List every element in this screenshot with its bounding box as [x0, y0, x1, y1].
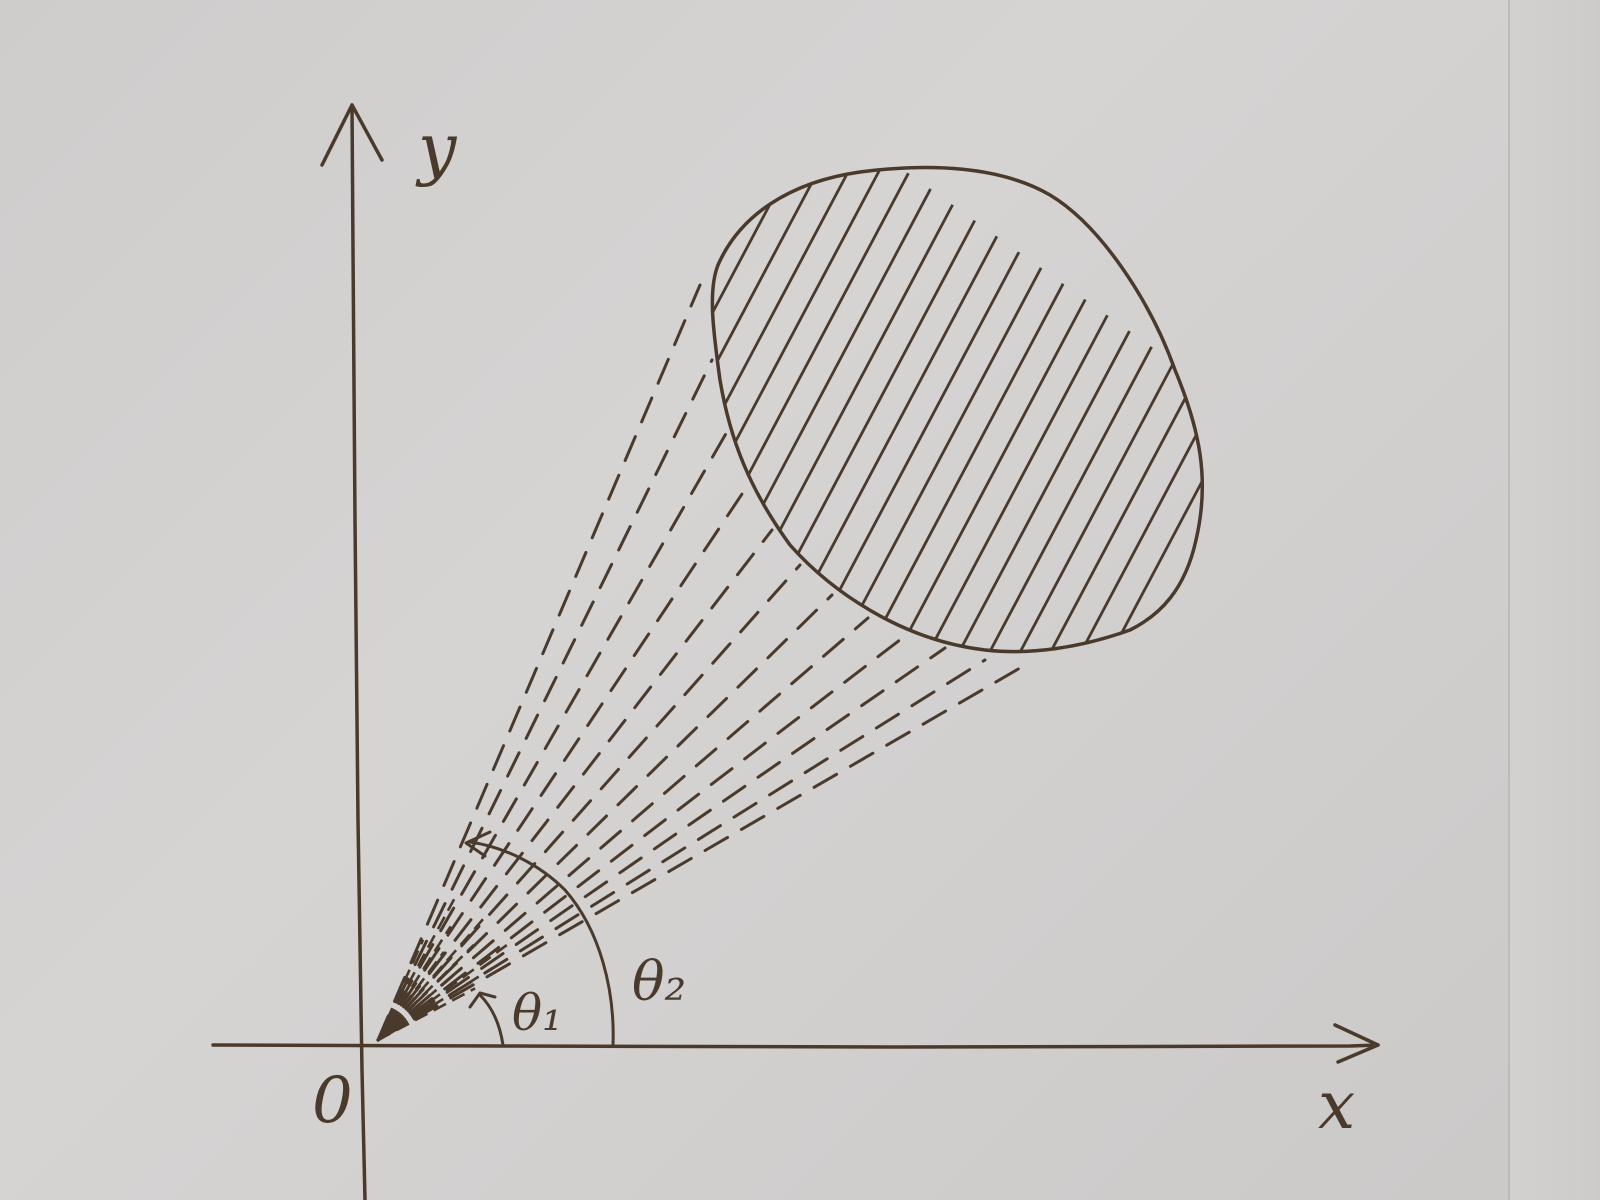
hatch-line [779, 267, 1043, 652]
dashed-ray [376, 634, 907, 1042]
region-boundary [710, 165, 1205, 654]
hatch-line [824, 298, 1087, 652]
theta1-arrowhead [468, 991, 497, 1009]
theta2-label: θ₂ [632, 950, 686, 1013]
dashed-ray [376, 428, 730, 1042]
fan-stroke [377, 918, 484, 1041]
hatch-line [757, 251, 1021, 652]
dashed-ray [376, 666, 1022, 1042]
fan-stroke [376, 898, 456, 1041]
hatch-line [846, 314, 1109, 652]
theta2-angle-arc [468, 840, 615, 1047]
y-axis-line [350, 103, 367, 1200]
x-axis-line [211, 1043, 1380, 1049]
fan-stroke [377, 943, 475, 1041]
fan-stroke [376, 951, 445, 1041]
dashed-ray [376, 658, 987, 1042]
dashed-ray [376, 483, 750, 1042]
y-axis-arrowhead [320, 103, 384, 167]
hatch-line [712, 167, 866, 633]
y-axis-label: y [415, 110, 458, 189]
hatch-line [978, 409, 1203, 652]
hatch-line [801, 283, 1065, 652]
origin-label: 0 [312, 1064, 353, 1138]
dashed-ray [376, 283, 702, 1042]
hatch-line [868, 330, 1131, 652]
axes [211, 103, 1380, 1200]
x-axis-label: x [1318, 1067, 1355, 1144]
fan-stroke [377, 966, 493, 1042]
hatch-line [712, 172, 910, 652]
hatch-line [712, 167, 888, 649]
fan-stroke [377, 944, 508, 1042]
dashed-ray [376, 528, 774, 1042]
dashed-ray [376, 646, 947, 1042]
hatch-line [956, 393, 1203, 652]
theta1-label: θ₁ [512, 984, 562, 1042]
fan-stroke [377, 987, 476, 1042]
fan-stroke [376, 939, 425, 1041]
hatch-line [934, 377, 1198, 652]
dashed-ray [376, 358, 714, 1042]
fan-stroke [377, 967, 463, 1041]
origin-fan [376, 898, 508, 1042]
theta1-angle-arc [478, 993, 505, 1047]
paper-edge [1508, 0, 1600, 1200]
region-hatching [712, 167, 1203, 652]
fan-stroke [376, 925, 452, 1041]
theta2-arrowhead [464, 830, 492, 858]
dashed-rays [376, 283, 1022, 1042]
hatch-line [712, 167, 844, 617]
hatch-line [912, 361, 1175, 652]
x-axis-arrowhead [1333, 1023, 1380, 1064]
hatch-line [890, 346, 1153, 652]
